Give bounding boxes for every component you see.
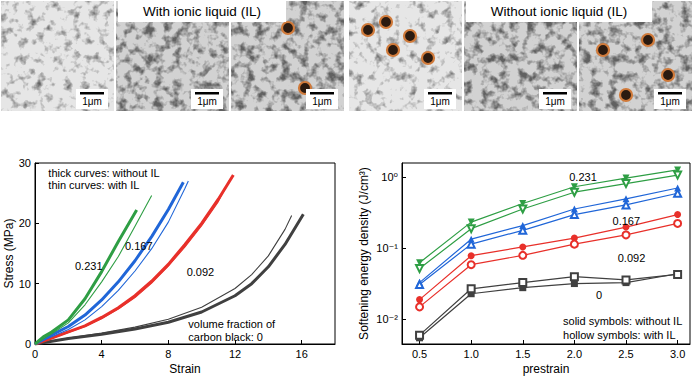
svg-text:0.167: 0.167 xyxy=(125,240,153,252)
svg-text:12: 12 xyxy=(229,348,241,360)
svg-text:3.0: 3.0 xyxy=(670,348,685,360)
svg-text:0.092: 0.092 xyxy=(187,266,215,278)
svg-text:0.167: 0.167 xyxy=(613,215,641,227)
svg-text:1μm: 1μm xyxy=(660,96,680,107)
svg-text:hollow symbols: with IL: hollow symbols: with IL xyxy=(563,329,676,341)
svg-text:0.231: 0.231 xyxy=(75,260,103,272)
svg-text:0.231: 0.231 xyxy=(569,171,597,183)
svg-text:30: 30 xyxy=(19,157,31,169)
svg-text:volume fraction of: volume fraction of xyxy=(188,318,276,330)
svg-text:0: 0 xyxy=(596,289,602,301)
svg-text:thin curves: with IL: thin curves: with IL xyxy=(48,179,139,191)
svg-text:10⁰: 10⁰ xyxy=(381,171,398,183)
svg-text:20: 20 xyxy=(19,217,31,229)
svg-text:With ionic liquid (IL): With ionic liquid (IL) xyxy=(143,4,261,19)
svg-text:2.5: 2.5 xyxy=(618,348,633,360)
svg-text:16: 16 xyxy=(296,348,308,360)
svg-text:1μm: 1μm xyxy=(197,96,217,107)
svg-text:0: 0 xyxy=(32,348,38,360)
svg-text:Stress (MPa): Stress (MPa) xyxy=(2,218,16,288)
svg-text:Strain: Strain xyxy=(169,362,200,376)
svg-text:10⁻¹: 10⁻¹ xyxy=(376,242,398,254)
svg-text:2.0: 2.0 xyxy=(567,348,582,360)
svg-text:carbon black: 0: carbon black: 0 xyxy=(188,331,263,343)
svg-text:0.092: 0.092 xyxy=(618,252,646,264)
svg-text:10: 10 xyxy=(19,278,31,290)
svg-text:4: 4 xyxy=(99,348,105,360)
svg-text:Softening energy density (J/cm: Softening energy density (J/cm³) xyxy=(357,167,371,340)
svg-text:0.5: 0.5 xyxy=(412,348,427,360)
svg-text:1μm: 1μm xyxy=(545,96,565,107)
svg-text:1.5: 1.5 xyxy=(515,348,530,360)
svg-text:1μm: 1μm xyxy=(82,96,102,107)
svg-text:1μm: 1μm xyxy=(430,96,450,107)
svg-text:8: 8 xyxy=(165,348,171,360)
svg-text:thick curves: without IL: thick curves: without IL xyxy=(48,167,159,179)
svg-text:1μm: 1μm xyxy=(312,96,332,107)
svg-text:0: 0 xyxy=(25,338,31,350)
svg-text:Without ionic liquid (IL): Without ionic liquid (IL) xyxy=(491,4,628,19)
svg-text:1.0: 1.0 xyxy=(464,348,479,360)
svg-text:solid symbols: without IL: solid symbols: without IL xyxy=(563,315,682,327)
svg-text:10⁻²: 10⁻² xyxy=(376,313,398,325)
svg-text:prestrain: prestrain xyxy=(523,362,570,376)
